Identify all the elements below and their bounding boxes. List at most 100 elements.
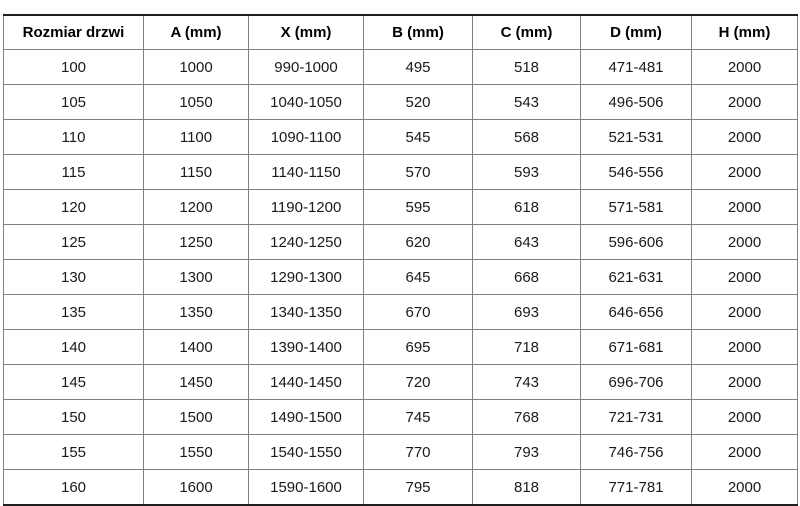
table-cell: 696-706 [580,364,692,400]
table-cell: 471-481 [580,49,692,85]
door-size-cell: 105 [3,84,144,120]
table-cell: 543 [472,84,581,120]
table-cell: 746-756 [580,434,692,470]
table-header: Rozmiar drzwi A (mm) X (mm) B (mm) C (mm) D (… [3,14,798,50]
table-cell: 1600 [143,469,249,506]
column-header: C (mm) [472,14,581,50]
table-cell: 545 [363,119,473,155]
table-cell: 1250 [143,224,249,260]
door-size-cell: 145 [3,364,144,400]
table-cell: 671-681 [580,329,692,365]
table-cell: 795 [363,469,473,506]
table-cell: 720 [363,364,473,400]
table-cell: 2000 [691,224,798,260]
table-cell: 743 [472,364,581,400]
table-cell: 1190-1200 [248,189,364,225]
table-cell: 1290-1300 [248,259,364,295]
table-cell: 818 [472,469,581,506]
table-cell: 1300 [143,259,249,295]
table-cell: 718 [472,329,581,365]
table-cell: 621-631 [580,259,692,295]
table-cell: 643 [472,224,581,260]
table-cell: 1150 [143,154,249,190]
table-cell: 571-581 [580,189,692,225]
door-size-cell: 135 [3,294,144,330]
column-header: X (mm) [248,14,364,50]
table-cell: 2000 [691,364,798,400]
table-cell: 546-556 [580,154,692,190]
table-row: 135 1350 1340-1350 670 693 646-656 2000 [3,294,798,330]
table-cell: 521-531 [580,119,692,155]
table-cell: 670 [363,294,473,330]
table-cell: 2000 [691,84,798,120]
table-cell: 1450 [143,364,249,400]
table-cell: 1400 [143,329,249,365]
door-size-cell: 140 [3,329,144,365]
door-size-table: Rozmiar drzwi A (mm) X (mm) B (mm) C (mm) D (… [3,14,798,506]
table-cell: 2000 [691,469,798,506]
table-cell: 1500 [143,399,249,435]
door-size-cell: 155 [3,434,144,470]
table-row: 155 1550 1540-1550 770 793 746-756 2000 [3,434,798,470]
table-cell: 520 [363,84,473,120]
table-cell: 2000 [691,259,798,295]
table-cell: 495 [363,49,473,85]
table-cell: 668 [472,259,581,295]
table-row: 120 1200 1190-1200 595 618 571-581 2000 [3,189,798,225]
table-row: 100 1000 990-1000 495 518 471-481 2000 [3,49,798,85]
table-cell: 721-731 [580,399,692,435]
table-cell: 1050 [143,84,249,120]
table-cell: 2000 [691,154,798,190]
table-cell: 596-606 [580,224,692,260]
door-size-cell: 130 [3,259,144,295]
table-cell: 693 [472,294,581,330]
table-cell: 695 [363,329,473,365]
table-row: 130 1300 1290-1300 645 668 621-631 2000 [3,259,798,295]
table-cell: 1590-1600 [248,469,364,506]
door-size-cell: 125 [3,224,144,260]
table-cell: 793 [472,434,581,470]
table-cell: 518 [472,49,581,85]
table-cell: 2000 [691,119,798,155]
table-cell: 620 [363,224,473,260]
table-cell: 1540-1550 [248,434,364,470]
column-header: A (mm) [143,14,249,50]
table-cell: 1550 [143,434,249,470]
table-cell: 1240-1250 [248,224,364,260]
table-cell: 771-781 [580,469,692,506]
table-cell: 645 [363,259,473,295]
table-cell: 1040-1050 [248,84,364,120]
table-cell: 745 [363,399,473,435]
table-cell: 1440-1450 [248,364,364,400]
table-cell: 1390-1400 [248,329,364,365]
table-row: 105 1050 1040-1050 520 543 496-506 2000 [3,84,798,120]
table-cell: 646-656 [580,294,692,330]
table-cell: 593 [472,154,581,190]
table-cell: 1350 [143,294,249,330]
door-size-cell: 150 [3,399,144,435]
table-cell: 1490-1500 [248,399,364,435]
table-row: 140 1400 1390-1400 695 718 671-681 2000 [3,329,798,365]
table-cell: 1200 [143,189,249,225]
table-cell: 1090-1100 [248,119,364,155]
table-cell: 618 [472,189,581,225]
table-cell: 1000 [143,49,249,85]
table-cell: 990-1000 [248,49,364,85]
table-row: 110 1100 1090-1100 545 568 521-531 2000 [3,119,798,155]
table-row: 145 1450 1440-1450 720 743 696-706 2000 [3,364,798,400]
table-cell: 768 [472,399,581,435]
table-cell: 2000 [691,329,798,365]
door-size-cell: 115 [3,154,144,190]
table-cell: 1340-1350 [248,294,364,330]
table-row: 150 1500 1490-1500 745 768 721-731 2000 [3,399,798,435]
table-row: 125 1250 1240-1250 620 643 596-606 2000 [3,224,798,260]
table-cell: 1100 [143,119,249,155]
door-size-cell: 160 [3,469,144,506]
table-cell: 2000 [691,294,798,330]
table-cell: 595 [363,189,473,225]
table-body: 100 1000 990-1000 495 518 471-481 2000 105 1050 1… [3,49,798,506]
table-cell: 2000 [691,49,798,85]
table-cell: 1140-1150 [248,154,364,190]
table-cell: 2000 [691,434,798,470]
column-header: B (mm) [363,14,473,50]
